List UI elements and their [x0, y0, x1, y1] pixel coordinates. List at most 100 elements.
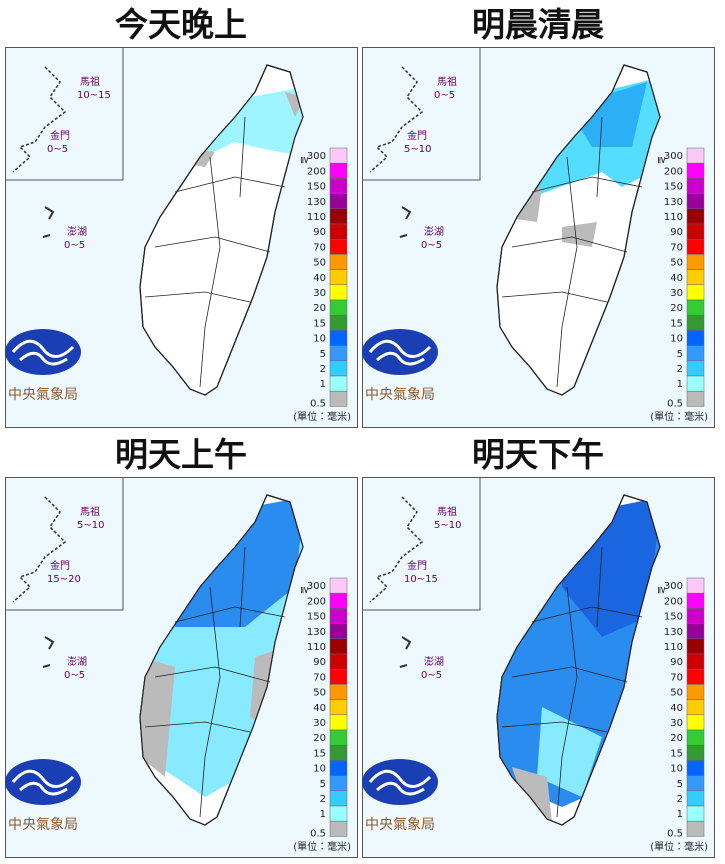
legend-symbol: ≧	[299, 156, 310, 164]
coastline	[12, 496, 67, 603]
legend-swatch	[686, 577, 705, 594]
island-name: 馬祖	[80, 75, 100, 88]
logo-mark	[362, 329, 438, 375]
legend-label: 90	[670, 657, 683, 668]
legend-symbol: ≧	[299, 586, 310, 594]
legend-swatch	[686, 653, 705, 670]
county-lines	[144, 116, 286, 388]
legend-label: 5	[320, 349, 326, 360]
legend-label: 70	[313, 242, 326, 253]
legend-label: 15	[670, 748, 683, 759]
legend-swatch	[329, 775, 348, 792]
legend-swatch	[329, 284, 348, 301]
legend-label: 110	[664, 642, 683, 653]
legend-swatch	[329, 744, 348, 761]
legend-label: 5	[677, 779, 683, 790]
panel-title: 明晨清晨	[472, 5, 604, 44]
inset-frame	[362, 47, 481, 181]
map-panel: 馬祖5~10金門10~15澎湖0~53002001501301109070504…	[362, 477, 715, 858]
legend-swatch	[686, 744, 705, 761]
island-range: 10~15	[404, 574, 438, 585]
legend-swatch	[329, 238, 348, 255]
legend-label: 30	[313, 718, 326, 729]
legend-swatch	[329, 208, 348, 225]
legend-swatch	[329, 330, 348, 346]
island-range: 0~5	[64, 670, 85, 681]
legend-swatch	[329, 805, 348, 822]
legend-label: 0.5	[667, 828, 683, 839]
legend-label: 20	[313, 733, 326, 744]
island-range: 0~5	[434, 90, 455, 101]
legend-swatch	[686, 178, 705, 194]
inset-frame	[5, 477, 124, 611]
unit-label: (單位：毫米)	[650, 410, 708, 423]
logo-swirl	[11, 769, 75, 796]
legend-label: 50	[313, 688, 326, 699]
legend-label: 40	[670, 703, 683, 714]
legend-label: 130	[307, 197, 326, 208]
legend-label: 200	[307, 166, 326, 177]
legend-label: 130	[664, 627, 683, 638]
unit-label: (單位：毫米)	[293, 410, 351, 423]
legend-swatch	[686, 714, 705, 731]
legend-swatch	[686, 668, 705, 685]
legend-label: 2	[320, 794, 326, 805]
legend-label: 150	[664, 612, 683, 623]
island-name: 澎湖	[424, 226, 444, 238]
legend-label: 200	[664, 596, 683, 607]
legend-swatch	[686, 805, 705, 822]
legend-swatch	[329, 638, 348, 655]
legend-label: 30	[313, 288, 326, 299]
inset-frame	[5, 47, 124, 181]
legend-swatch	[686, 208, 705, 225]
legend-label: 70	[670, 672, 683, 683]
unit-label: (單位：毫米)	[650, 840, 708, 853]
legend-label: 300	[664, 581, 683, 592]
legend-swatch	[329, 653, 348, 670]
legend-label: 0.5	[310, 828, 326, 839]
legend-label: 110	[307, 212, 326, 223]
legend-label: 40	[670, 273, 683, 284]
legend-label: 40	[313, 273, 326, 284]
legend-label: 130	[664, 197, 683, 208]
legend-label: 50	[313, 258, 326, 269]
legend-label: 110	[307, 642, 326, 653]
coastline	[369, 66, 424, 173]
legend-swatch	[329, 623, 348, 640]
island-name: 澎湖	[67, 226, 87, 238]
legend-label: 1	[320, 379, 326, 390]
rain-blob	[567, 82, 647, 147]
legend-label: 10	[313, 764, 326, 775]
legend-swatch	[686, 314, 705, 331]
taiwan-outline	[496, 494, 661, 826]
legend-label: 5	[320, 779, 326, 790]
logo-mark	[5, 329, 81, 375]
legend-swatch	[686, 592, 705, 609]
legend-swatch	[329, 299, 348, 316]
legend-label: 1	[677, 809, 683, 820]
legend-label: 10	[670, 764, 683, 775]
island-range: 0~5	[421, 670, 442, 681]
map-panel: 馬祖0~5金門5~10澎湖0~5300200150130110907050403…	[362, 47, 715, 428]
legend-label: 200	[307, 596, 326, 607]
legend-swatch	[686, 729, 705, 746]
legend-swatch	[329, 269, 348, 286]
rain-blob	[140, 657, 175, 777]
legend-label: 1	[320, 809, 326, 820]
penghu	[42, 206, 55, 238]
legend-swatch	[329, 223, 348, 240]
rain-blob	[562, 222, 597, 247]
legend-swatch	[686, 147, 705, 164]
legend-swatch	[686, 699, 705, 716]
legend-swatch	[329, 178, 348, 194]
logo-text: 中央氣象局	[365, 817, 435, 833]
legend-swatch	[686, 162, 705, 179]
coastline	[12, 66, 67, 173]
penghu	[42, 636, 55, 668]
legend-label: 10	[670, 334, 683, 345]
legend-label: 20	[313, 303, 326, 314]
legend-swatch	[329, 790, 348, 807]
legend-label: 50	[670, 688, 683, 699]
legend-swatch	[329, 684, 348, 700]
logo-text: 中央氣象局	[8, 387, 78, 403]
